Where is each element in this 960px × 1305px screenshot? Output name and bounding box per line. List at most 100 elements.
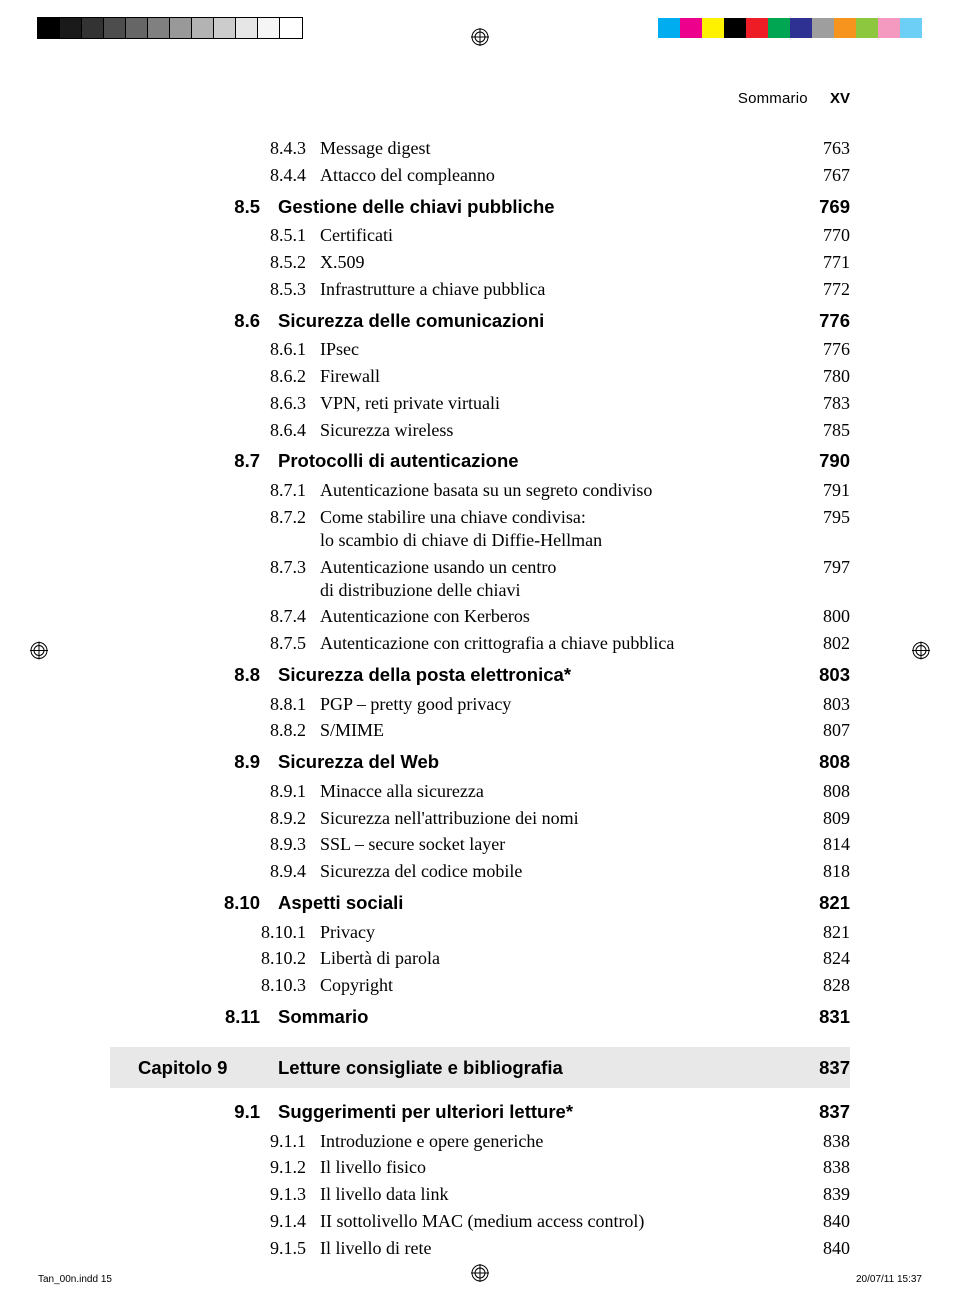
toc-number: 9.1.4	[110, 1209, 320, 1234]
toc-number: 8.8.1	[110, 692, 320, 717]
toc-title: Sicurezza nell'attribuzione dei nomi	[320, 806, 795, 831]
toc-title: Autenticazione con Kerberos	[320, 604, 795, 629]
toc-page: 772	[795, 277, 850, 302]
toc-number: 8.9.3	[110, 832, 320, 857]
toc-title: Sicurezza del codice mobile	[320, 859, 795, 884]
toc-title: X.509	[320, 250, 795, 275]
toc-row: 8.6.1IPsec776	[110, 336, 850, 363]
toc-number: 8.6.3	[110, 391, 320, 416]
toc-title: Gestione delle chiavi pubbliche	[278, 194, 795, 220]
running-head-title: Sommario	[738, 90, 808, 107]
swatch	[38, 18, 60, 38]
toc-page: 807	[795, 718, 850, 743]
toc-page: 797	[795, 555, 850, 580]
toc-number: 9.1	[110, 1099, 278, 1125]
toc-title: Copyright	[320, 973, 795, 998]
toc-title: Autenticazione usando un centrodi distri…	[320, 556, 795, 603]
toc-row: 8.8.2S/MIME807	[110, 717, 850, 744]
swatch	[746, 18, 768, 38]
toc-page: 791	[795, 478, 850, 503]
toc-title: Infrastrutture a chiave pubblica	[320, 277, 795, 302]
toc-number: 8.9.1	[110, 779, 320, 804]
toc-row: 8.10.3Copyright828	[110, 972, 850, 999]
toc-row: 9.1.2Il livello fisico838	[110, 1154, 850, 1181]
toc-number: 8.10.3	[110, 973, 320, 998]
swatch	[258, 18, 280, 38]
toc-row: 8.8Sicurezza della posta elettronica*803	[110, 661, 850, 689]
toc-page: 776	[795, 337, 850, 362]
toc-page: 821	[795, 920, 850, 945]
toc-number: 8.6.1	[110, 337, 320, 362]
toc-title: Sicurezza wireless	[320, 418, 795, 443]
toc-page: 838	[795, 1155, 850, 1180]
toc-number: 8.10.2	[110, 946, 320, 971]
toc-page: 839	[795, 1182, 850, 1207]
toc-row: 8.7Protocolli di autenticazione790	[110, 447, 850, 475]
swatch	[170, 18, 192, 38]
swatch	[812, 18, 834, 38]
toc-page: 837	[795, 1099, 850, 1125]
registration-mark-icon	[471, 28, 489, 51]
toc-title: Protocolli di autenticazione	[278, 448, 795, 474]
toc-row: 8.6.3VPN, reti private virtuali783	[110, 390, 850, 417]
toc-number: Capitolo 9	[110, 1055, 278, 1081]
swatch	[236, 18, 258, 38]
toc-page: 767	[795, 163, 850, 188]
swatch	[768, 18, 790, 38]
print-registration-row	[0, 18, 960, 42]
toc-row: 8.9.2Sicurezza nell'attribuzione dei nom…	[110, 805, 850, 832]
swatch	[834, 18, 856, 38]
swatch	[60, 18, 82, 38]
toc-row: 8.7.2Come stabilire una chiave condivisa…	[110, 504, 850, 554]
swatch	[724, 18, 746, 38]
toc-number: 8.9	[110, 749, 278, 775]
toc-number: 8.5	[110, 194, 278, 220]
toc-page: 795	[795, 505, 850, 530]
swatch	[148, 18, 170, 38]
toc-row: 8.7.4Autenticazione con Kerberos800	[110, 603, 850, 630]
toc-number: 9.1.5	[110, 1236, 320, 1261]
toc-title: IPsec	[320, 337, 795, 362]
toc-page: 809	[795, 806, 850, 831]
chapter-heading: Capitolo 9Letture consigliate e bibliogr…	[110, 1047, 850, 1089]
toc-number: 8.8	[110, 662, 278, 688]
toc-title: Privacy	[320, 920, 795, 945]
running-head: Sommario XV	[110, 90, 850, 107]
toc-page: 803	[795, 692, 850, 717]
grayscale-swatches	[38, 18, 302, 38]
running-head-page: XV	[830, 90, 850, 107]
swatch	[82, 18, 104, 38]
toc-row: 8.6.4Sicurezza wireless785	[110, 417, 850, 444]
registration-mark-icon	[912, 641, 930, 664]
swatch	[900, 18, 922, 38]
toc-title: Firewall	[320, 364, 795, 389]
footer-timestamp: 20/07/11 15:37	[856, 1274, 922, 1285]
toc-number: 9.1.1	[110, 1129, 320, 1154]
toc-number: 8.7.5	[110, 631, 320, 656]
toc-row: 8.9.3SSL – secure socket layer814	[110, 831, 850, 858]
toc-number: 8.7	[110, 448, 278, 474]
swatch	[104, 18, 126, 38]
toc-row: 8.11Sommario831	[110, 1003, 850, 1031]
toc-page: 790	[795, 448, 850, 474]
toc-number: 8.10	[110, 890, 278, 916]
toc-number: 8.9.4	[110, 859, 320, 884]
toc-number: 8.7.3	[110, 555, 320, 580]
toc-page: 840	[795, 1236, 850, 1261]
toc-row: 8.7.3Autenticazione usando un centrodi d…	[110, 554, 850, 604]
toc-title: Sommario	[278, 1004, 795, 1030]
toc-number: 8.11	[110, 1004, 278, 1030]
toc-title: Autenticazione basata su un segreto cond…	[320, 478, 795, 503]
toc-page: 770	[795, 223, 850, 248]
toc-title: Autenticazione con crittografia a chiave…	[320, 631, 795, 656]
toc-number: 8.5.1	[110, 223, 320, 248]
toc-page: 814	[795, 832, 850, 857]
swatch	[126, 18, 148, 38]
toc-title: Message digest	[320, 136, 795, 161]
toc-row: 9.1.5Il livello di rete840	[110, 1235, 850, 1262]
toc-title: Sicurezza della posta elettronica*	[278, 662, 795, 688]
toc-row: 8.10Aspetti sociali821	[110, 889, 850, 917]
toc-number: 8.9.2	[110, 806, 320, 831]
toc-page: 831	[795, 1004, 850, 1030]
swatch	[280, 18, 302, 38]
